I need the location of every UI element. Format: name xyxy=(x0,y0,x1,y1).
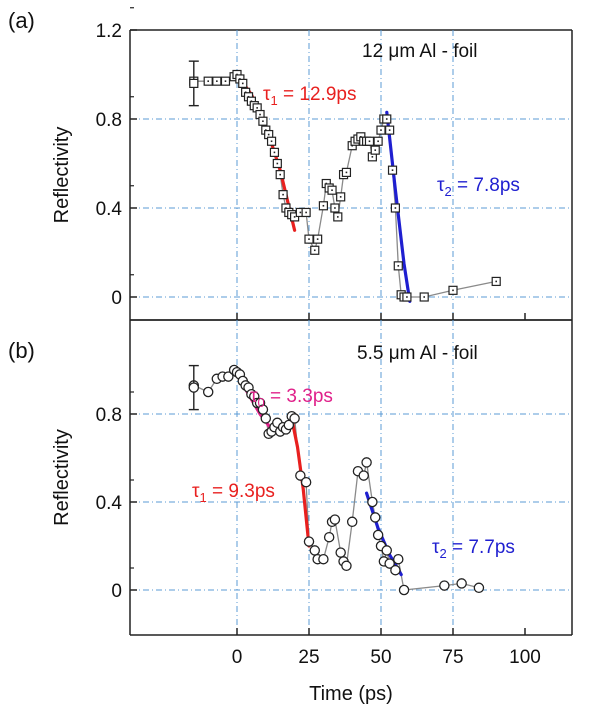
data-point-center xyxy=(308,238,310,240)
data-point-center xyxy=(394,207,397,209)
data-point xyxy=(393,553,404,565)
data-point-center xyxy=(423,296,425,298)
data-point-center xyxy=(331,189,333,191)
x-tick-label: 25 xyxy=(298,647,319,668)
data-point-center xyxy=(337,216,339,218)
data-point xyxy=(439,580,450,591)
panel-title: 5.5 μm Al - foil xyxy=(357,343,478,364)
data-point-center xyxy=(368,140,371,143)
y-tick-label: 0.4 xyxy=(96,199,123,220)
data-point-center xyxy=(273,151,276,154)
data-point-center xyxy=(313,249,316,252)
data-point xyxy=(323,531,335,543)
data-point xyxy=(329,514,341,525)
data-point xyxy=(223,371,234,382)
data-point-center xyxy=(374,149,377,151)
y-axis-label: Reflectivity xyxy=(51,429,73,526)
x-tick-label: 50 xyxy=(370,647,391,668)
data-point xyxy=(202,386,214,398)
data-point-center xyxy=(270,140,273,143)
data-point xyxy=(361,457,372,468)
data-point xyxy=(367,496,378,508)
y-tick-label: 0.8 xyxy=(96,110,122,131)
data-point-center xyxy=(262,120,264,123)
data-point-center xyxy=(259,113,261,116)
fit-label: τ1​ = 12.9ps xyxy=(263,84,356,108)
x-tick-label: 0 xyxy=(232,647,243,668)
data-point-center xyxy=(339,196,342,198)
fit-label: τ2​ = 7.7ps xyxy=(432,537,515,561)
data-point-center xyxy=(371,156,374,158)
shared-x-axis: 0 25 50 75 100 xyxy=(232,647,541,668)
data-point-center xyxy=(216,80,218,82)
data-point-center xyxy=(380,129,382,131)
data-point-center xyxy=(316,238,319,240)
error-bar-point xyxy=(189,78,199,89)
data-point-center xyxy=(305,211,307,214)
data-point-center xyxy=(452,289,454,292)
fit-label: τ2​ = 7.8ps xyxy=(437,175,520,199)
data-point-center xyxy=(345,171,348,174)
data-point xyxy=(318,553,329,565)
data-point xyxy=(358,470,369,481)
y-axis-label: Reflectivity xyxy=(51,127,73,224)
data-point xyxy=(384,558,395,569)
fit-curve xyxy=(290,416,311,548)
data-point xyxy=(456,578,467,589)
data-point xyxy=(473,582,485,594)
data-point-center xyxy=(334,207,336,209)
data-point xyxy=(372,529,384,541)
data-point-center xyxy=(397,265,400,267)
data-point-center xyxy=(299,211,302,214)
data-point-center xyxy=(406,296,408,298)
data-point-center xyxy=(322,204,325,207)
x-tick-label: 75 xyxy=(442,647,463,668)
panel-a: 0 0.4 0.8 1.2 Reflectivity (a) 12 μm Al - foil… xyxy=(8,7,573,321)
panel-b: 0 0.4 0.8 Reflectivity (b) 5.5 μm Al - foil τ0… xyxy=(8,319,573,636)
y-tick-label: 0.8 xyxy=(96,405,122,426)
data-point-center xyxy=(276,162,279,165)
data-point xyxy=(295,470,306,481)
y-tick-label: 0 xyxy=(111,581,122,602)
data-point xyxy=(300,476,312,488)
data-point-center xyxy=(267,133,270,136)
fit-curve xyxy=(385,110,412,303)
data-point xyxy=(335,547,346,558)
error-bar-point xyxy=(188,382,200,393)
panel-title: 12 μm Al - foil xyxy=(362,41,477,62)
y-tick-label: 0.4 xyxy=(96,493,123,514)
panel-label: (a) xyxy=(8,8,35,33)
data-point-center xyxy=(282,193,284,196)
panel-label: (b) xyxy=(8,338,35,363)
x-tick-label: 100 xyxy=(509,647,541,668)
y-tick-label: 0 xyxy=(111,288,122,309)
data-point-center xyxy=(391,169,394,171)
data-point-center xyxy=(495,280,497,283)
data-point xyxy=(369,512,381,523)
x-axis-label: Time (ps) xyxy=(309,683,393,705)
data-point xyxy=(289,413,300,424)
data-point-center xyxy=(207,80,209,82)
data-point-center xyxy=(377,140,379,143)
data-point xyxy=(390,564,401,576)
data-point-center xyxy=(293,216,296,218)
data-point-center xyxy=(241,82,244,85)
fit-label: τ1​ = 9.3ps xyxy=(192,481,275,505)
data-point xyxy=(346,516,358,528)
fit-label: τ0​ = 3.3ps xyxy=(250,386,333,410)
data-point-center xyxy=(385,118,388,120)
data-point xyxy=(398,584,410,596)
data-point-center xyxy=(388,129,391,131)
data-point-center xyxy=(279,173,281,176)
y-tick-label: 1.2 xyxy=(96,21,122,42)
data-point-center xyxy=(224,80,227,82)
data-point-center xyxy=(256,107,258,109)
data-point xyxy=(309,545,321,556)
data-point xyxy=(341,560,352,572)
data-point xyxy=(381,545,393,556)
data-point xyxy=(260,413,272,424)
data-point xyxy=(303,536,315,547)
